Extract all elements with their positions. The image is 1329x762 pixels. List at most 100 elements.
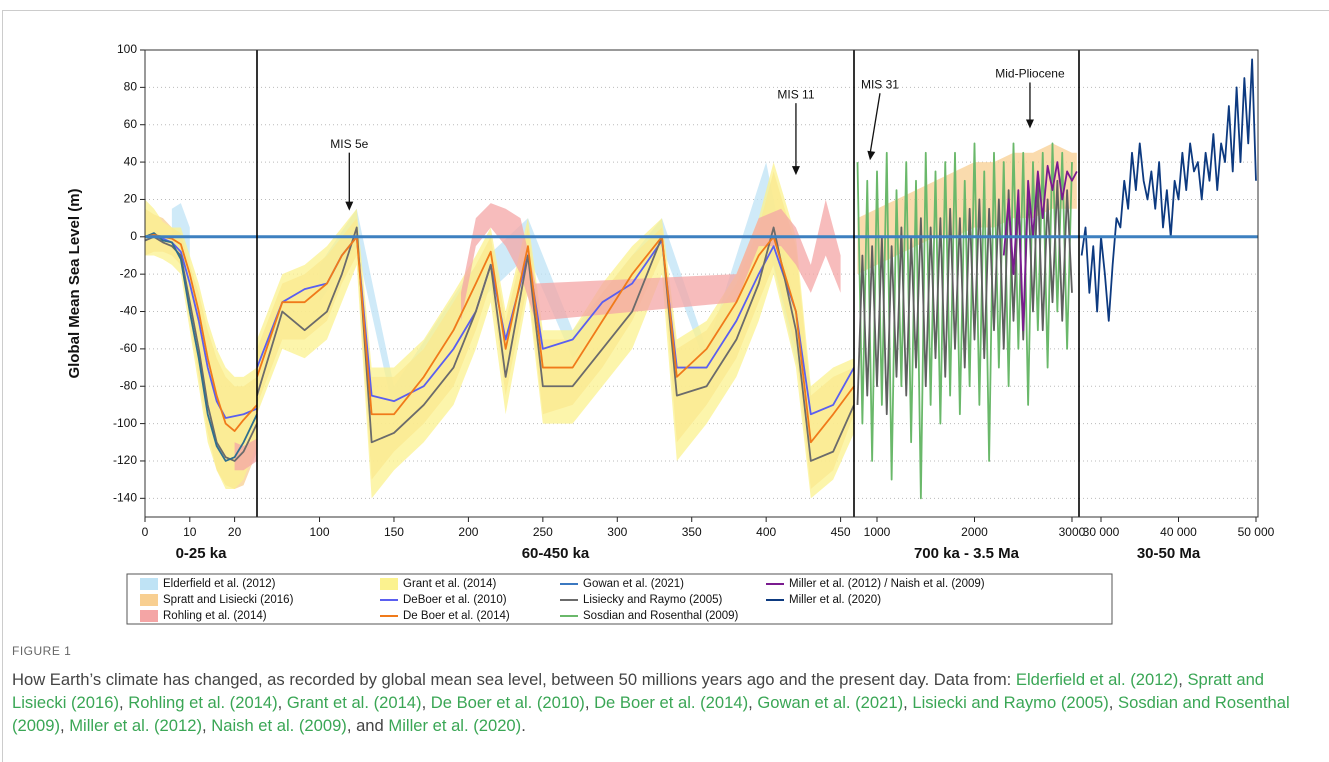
x-tick-label: 3000 (1059, 525, 1086, 539)
panel-label: 700 ka - 3.5 Ma (914, 545, 1020, 562)
citation-link[interactable]: Lisiecki and Raymo (2005) (912, 693, 1109, 712)
x-tick-label: 150 (384, 525, 404, 539)
citation-link[interactable]: Sosdian and Rosenthal (2009) (12, 693, 1290, 735)
series-line (1002, 161, 1078, 332)
citation-link[interactable]: Grant et al. (2014) (286, 693, 422, 712)
series-line (856, 179, 1073, 416)
x-tick-label: 400 (756, 525, 776, 539)
series-line (257, 235, 854, 444)
series-line (257, 226, 854, 462)
legend-label: Gowan et al. (2021) (583, 578, 684, 590)
citation-link[interactable]: Miller et al. (2020) (388, 716, 522, 735)
series-line (145, 232, 257, 462)
caption-text: , (421, 693, 431, 712)
x-tick-label: 100 (310, 525, 330, 539)
arrow-head (791, 166, 800, 176)
citation-link[interactable]: Rohling et al. (2014) (128, 693, 278, 712)
x-tick-label: 2000 (961, 525, 988, 539)
x-tick-label: 50 000 (1238, 525, 1275, 539)
legend-label: Miller et al. (2020) (789, 594, 881, 606)
legend-label: Miller et al. (2012) / Naish et al. (200… (789, 578, 985, 590)
y-tick-label: -20 (120, 266, 138, 280)
legend-label: Lisiecky and Raymo (2005) (583, 594, 723, 606)
caption-text: , (584, 693, 595, 712)
panel (854, 50, 1079, 500)
annotation-text: MIS 11 (777, 87, 814, 101)
arrow-head (1025, 119, 1034, 129)
panel (1079, 50, 1258, 499)
y-tick-label: -40 (120, 304, 138, 318)
annotation-arrow (869, 93, 881, 155)
y-tick-label: 0 (130, 229, 137, 243)
y-tick-label: -80 (120, 378, 138, 392)
x-tick-label: 40 000 (1160, 525, 1197, 539)
panel-label: 60-450 ka (522, 545, 590, 562)
y-tick-label: -60 (120, 341, 138, 355)
y-tick-label: -100 (113, 416, 137, 430)
legend-label: Sosdian and Rosenthal (2009) (583, 610, 739, 622)
legend-label: DeBoer et al. (2010) (403, 594, 507, 606)
citation-link[interactable]: De Boer et al. (2014) (594, 693, 749, 712)
series-line (145, 235, 257, 462)
citation-link[interactable]: Elderfield et al. (2012) (1015, 670, 1179, 689)
legend-swatch (380, 578, 398, 590)
uncertainty-band (460, 199, 841, 321)
citation-link[interactable]: De Boer et al. (2010) (430, 693, 585, 712)
y-tick-label: 100 (117, 42, 137, 56)
x-tick-label: 20 (228, 525, 242, 539)
caption-text: How Earth’s climate has changed, as reco… (12, 670, 1016, 689)
panel-label: 0-25 ka (176, 545, 228, 562)
legend-swatch (140, 610, 158, 622)
caption-text: , (748, 693, 758, 712)
caption-text: , (202, 716, 212, 735)
legend-label: Rohling et al. (2014) (163, 610, 267, 622)
y-axis-label: Global Mean Sea Level (m) (66, 188, 83, 378)
x-tick-label: 350 (682, 525, 702, 539)
legend-label: Spratt and Lisiecki (2016) (163, 594, 294, 606)
x-tick-label: 10 (183, 525, 197, 539)
x-tick-label: 200 (458, 525, 478, 539)
panel (257, 50, 854, 499)
caption-text: , (118, 693, 129, 712)
caption-text: , (1178, 670, 1188, 689)
x-tick-label: 1000 (864, 525, 891, 539)
figure-card (2, 10, 1329, 762)
panel-label: 30-50 Ma (1137, 545, 1201, 562)
legend-label: Grant et al. (2014) (403, 578, 496, 590)
y-tick-label: 40 (124, 154, 138, 168)
y-tick-label: 20 (124, 192, 138, 206)
arrow-head (345, 201, 354, 211)
citation-link[interactable]: Gowan et al. (2021) (757, 693, 904, 712)
caption-text: , (277, 693, 287, 712)
legend-swatch (140, 578, 158, 590)
panel (145, 50, 257, 499)
citation-link[interactable]: Spratt and Lisiecki (2016) (12, 670, 1265, 712)
figure-caption: How Earth’s climate has changed, as reco… (12, 668, 1312, 737)
y-tick-label: -120 (113, 453, 137, 467)
legend-box (126, 573, 1113, 625)
caption-text: . (521, 716, 526, 735)
citation-link[interactable]: Miller et al. (2012) (69, 716, 203, 735)
series-line (856, 142, 1073, 500)
x-tick-label: 300 (607, 525, 627, 539)
citation-link[interactable]: Naish et al. (2009) (211, 716, 347, 735)
uncertainty-band (319, 162, 811, 424)
legend-label: De Boer et al. (2014) (403, 610, 510, 622)
figure-label: FIGURE 1 (12, 644, 72, 658)
annotation-text: MIS 5e (330, 137, 368, 151)
x-tick-label: 250 (533, 525, 553, 539)
uncertainty-band (257, 162, 854, 499)
annotation-text: MIS 31 (861, 77, 899, 91)
series-line (145, 235, 257, 419)
arrow-head (867, 150, 876, 161)
series-line (1080, 58, 1257, 322)
x-tick-label: 0 (142, 525, 149, 539)
legend-label: Elderfield et al. (2012) (163, 578, 276, 590)
y-tick-label: 80 (124, 80, 138, 94)
plot-frame (144, 49, 1259, 518)
y-tick-label: -140 (113, 490, 137, 504)
caption-text: , (903, 693, 913, 712)
annotation-text: Mid-Pliocene (995, 67, 1065, 81)
